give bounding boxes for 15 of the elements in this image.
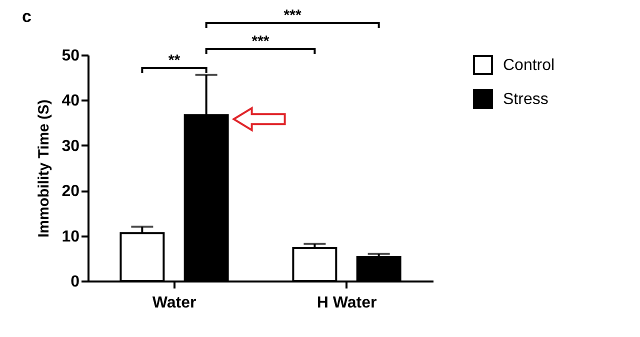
text: *** [252,33,270,50]
x-tick-label: Water [152,294,196,312]
y-tick-label: 50 [62,48,80,64]
annotation: ** [168,52,180,69]
x-tick-label: H Water [316,294,377,312]
y-tick-label: 40 [62,92,80,110]
y-tick-label: 10 [62,228,80,246]
legend-label: Stress [503,91,548,108]
legend-label: Control [503,57,555,74]
y-tick-label: 0 [70,274,80,290]
y-axis-title: Immobility Time (S) [36,99,53,238]
y-tick-label: 20 [62,183,80,200]
text: c [22,7,32,26]
y-tick-label: 30 [62,138,80,155]
text: *** [284,7,302,24]
